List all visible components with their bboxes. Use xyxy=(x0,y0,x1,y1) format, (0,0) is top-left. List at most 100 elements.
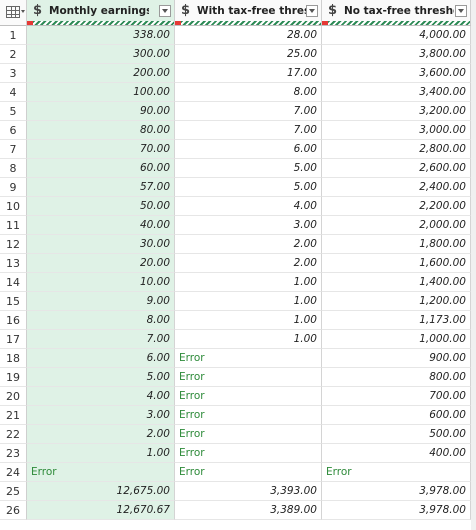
table-row[interactable]: 11 40.00 3.00 2,000.00 xyxy=(0,216,476,235)
row-number[interactable]: 14 xyxy=(0,273,27,292)
cell-monthly-earnings[interactable]: 1.00 xyxy=(27,444,175,463)
row-number[interactable]: 21 xyxy=(0,406,27,425)
cell-with-tax-free[interactable]: Error xyxy=(175,444,322,463)
cell-no-tax-free[interactable]: 3,800.00 xyxy=(322,45,471,64)
cell-no-tax-free[interactable]: 2,000.00 xyxy=(322,216,471,235)
cell-monthly-earnings[interactable]: 2.00 xyxy=(27,425,175,444)
cell-monthly-earnings[interactable]: 50.00 xyxy=(27,197,175,216)
cell-no-tax-free[interactable]: 2,400.00 xyxy=(322,178,471,197)
currency-type-icon[interactable]: $ xyxy=(328,3,338,18)
cell-no-tax-free[interactable]: 2,200.00 xyxy=(322,197,471,216)
table-row[interactable]: 19 5.00 Error 800.00 xyxy=(0,368,476,387)
filter-dropdown-button[interactable] xyxy=(306,5,318,17)
cell-no-tax-free[interactable]: 1,800.00 xyxy=(322,235,471,254)
cell-monthly-earnings[interactable]: 57.00 xyxy=(27,178,175,197)
row-number[interactable]: 7 xyxy=(0,140,27,159)
cell-with-tax-free[interactable]: 5.00 xyxy=(175,159,322,178)
cell-with-tax-free[interactable]: Error xyxy=(175,387,322,406)
table-row[interactable]: 20 4.00 Error 700.00 xyxy=(0,387,476,406)
table-row[interactable]: 23 1.00 Error 400.00 xyxy=(0,444,476,463)
cell-with-tax-free[interactable]: 8.00 xyxy=(175,83,322,102)
cell-with-tax-free[interactable]: Error xyxy=(175,406,322,425)
row-number[interactable]: 3 xyxy=(0,64,27,83)
table-row[interactable]: 25 12,675.00 3,393.00 3,978.00 xyxy=(0,482,476,501)
column-header-with-tax-free[interactable]: $ With tax-free thresh... xyxy=(175,0,322,26)
cell-monthly-earnings[interactable]: 40.00 xyxy=(27,216,175,235)
filter-dropdown-button[interactable] xyxy=(455,5,467,17)
cell-monthly-earnings[interactable]: 100.00 xyxy=(27,83,175,102)
cell-with-tax-free[interactable]: 7.00 xyxy=(175,121,322,140)
cell-with-tax-free[interactable]: 1.00 xyxy=(175,292,322,311)
table-row[interactable]: 15 9.00 1.00 1,200.00 xyxy=(0,292,476,311)
row-number[interactable]: 15 xyxy=(0,292,27,311)
filter-dropdown-button[interactable] xyxy=(159,5,171,17)
cell-no-tax-free[interactable]: 700.00 xyxy=(322,387,471,406)
cell-no-tax-free[interactable]: 3,400.00 xyxy=(322,83,471,102)
scrollbar[interactable] xyxy=(471,0,476,530)
cell-with-tax-free[interactable]: 7.00 xyxy=(175,102,322,121)
cell-no-tax-free[interactable]: 3,000.00 xyxy=(322,121,471,140)
table-row[interactable]: 8 60.00 5.00 2,600.00 xyxy=(0,159,476,178)
cell-no-tax-free[interactable]: 800.00 xyxy=(322,368,471,387)
cell-with-tax-free[interactable]: 25.00 xyxy=(175,45,322,64)
row-number[interactable]: 1 xyxy=(0,26,27,45)
cell-no-tax-free[interactable]: 1,200.00 xyxy=(322,292,471,311)
cell-with-tax-free[interactable]: 3.00 xyxy=(175,216,322,235)
cell-monthly-earnings[interactable]: 70.00 xyxy=(27,140,175,159)
table-row[interactable]: 14 10.00 1.00 1,400.00 xyxy=(0,273,476,292)
table-row[interactable]: 18 6.00 Error 900.00 xyxy=(0,349,476,368)
cell-monthly-earnings[interactable]: 5.00 xyxy=(27,368,175,387)
table-row[interactable]: 24 Error Error Error xyxy=(0,463,476,482)
cell-no-tax-free[interactable]: 1,400.00 xyxy=(322,273,471,292)
cell-monthly-earnings[interactable]: 300.00 xyxy=(27,45,175,64)
cell-no-tax-free[interactable]: 1,600.00 xyxy=(322,254,471,273)
cell-with-tax-free[interactable]: 1.00 xyxy=(175,330,322,349)
row-number[interactable]: 26 xyxy=(0,501,27,520)
cell-with-tax-free[interactable]: 1.00 xyxy=(175,273,322,292)
currency-type-icon[interactable]: $ xyxy=(33,3,43,18)
cell-no-tax-free[interactable]: 1,000.00 xyxy=(322,330,471,349)
cell-with-tax-free[interactable]: 2.00 xyxy=(175,254,322,273)
row-number[interactable]: 2 xyxy=(0,45,27,64)
row-number[interactable]: 11 xyxy=(0,216,27,235)
row-number[interactable]: 5 xyxy=(0,102,27,121)
cell-monthly-earnings[interactable]: 20.00 xyxy=(27,254,175,273)
cell-no-tax-free[interactable]: 600.00 xyxy=(322,406,471,425)
cell-with-tax-free[interactable]: Error xyxy=(175,368,322,387)
cell-no-tax-free[interactable]: 500.00 xyxy=(322,425,471,444)
cell-no-tax-free[interactable]: 3,978.00 xyxy=(322,501,471,520)
cell-monthly-earnings[interactable]: 200.00 xyxy=(27,64,175,83)
row-number[interactable]: 16 xyxy=(0,311,27,330)
column-header-no-tax-free[interactable]: $ No tax-free threshol... xyxy=(322,0,471,26)
cell-no-tax-free[interactable]: 2,600.00 xyxy=(322,159,471,178)
cell-with-tax-free[interactable]: 3,389.00 xyxy=(175,501,322,520)
table-row[interactable]: 26 12,670.67 3,389.00 3,978.00 xyxy=(0,501,476,520)
cell-with-tax-free[interactable]: 17.00 xyxy=(175,64,322,83)
cell-monthly-earnings[interactable]: 60.00 xyxy=(27,159,175,178)
cell-with-tax-free[interactable]: Error xyxy=(175,463,322,482)
cell-monthly-earnings[interactable]: 4.00 xyxy=(27,387,175,406)
table-row[interactable]: 10 50.00 4.00 2,200.00 xyxy=(0,197,476,216)
table-row[interactable]: 7 70.00 6.00 2,800.00 xyxy=(0,140,476,159)
row-number[interactable]: 4 xyxy=(0,83,27,102)
row-number[interactable]: 10 xyxy=(0,197,27,216)
table-row[interactable]: 4 100.00 8.00 3,400.00 xyxy=(0,83,476,102)
cell-monthly-earnings[interactable]: 338.00 xyxy=(27,26,175,45)
cell-monthly-earnings[interactable]: 8.00 xyxy=(27,311,175,330)
cell-no-tax-free[interactable]: 3,600.00 xyxy=(322,64,471,83)
cell-with-tax-free[interactable]: 28.00 xyxy=(175,26,322,45)
row-number[interactable]: 18 xyxy=(0,349,27,368)
cell-monthly-earnings[interactable]: 6.00 xyxy=(27,349,175,368)
cell-monthly-earnings[interactable]: Error xyxy=(27,463,175,482)
cell-no-tax-free[interactable]: 400.00 xyxy=(322,444,471,463)
table-menu-button[interactable] xyxy=(0,0,27,26)
table-row[interactable]: 21 3.00 Error 600.00 xyxy=(0,406,476,425)
cell-monthly-earnings[interactable]: 80.00 xyxy=(27,121,175,140)
cell-monthly-earnings[interactable]: 30.00 xyxy=(27,235,175,254)
row-number[interactable]: 6 xyxy=(0,121,27,140)
table-row[interactable]: 13 20.00 2.00 1,600.00 xyxy=(0,254,476,273)
cell-no-tax-free[interactable]: 2,800.00 xyxy=(322,140,471,159)
row-number[interactable]: 8 xyxy=(0,159,27,178)
table-row[interactable]: 12 30.00 2.00 1,800.00 xyxy=(0,235,476,254)
table-row[interactable]: 3 200.00 17.00 3,600.00 xyxy=(0,64,476,83)
